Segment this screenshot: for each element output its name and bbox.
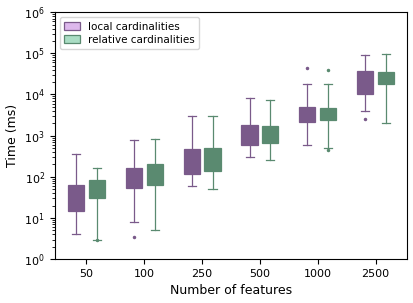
X-axis label: Number of features: Number of features xyxy=(170,285,292,298)
Legend: local cardinalities, relative cardinalities: local cardinalities, relative cardinalit… xyxy=(60,17,199,49)
PathPatch shape xyxy=(89,180,105,198)
PathPatch shape xyxy=(262,126,278,142)
Y-axis label: Time (ms): Time (ms) xyxy=(5,104,19,167)
PathPatch shape xyxy=(126,168,142,188)
PathPatch shape xyxy=(68,185,84,211)
PathPatch shape xyxy=(378,72,394,84)
PathPatch shape xyxy=(299,107,316,122)
PathPatch shape xyxy=(320,108,336,120)
PathPatch shape xyxy=(242,125,258,145)
PathPatch shape xyxy=(204,148,221,171)
PathPatch shape xyxy=(147,165,163,185)
PathPatch shape xyxy=(184,149,200,174)
PathPatch shape xyxy=(357,71,373,95)
